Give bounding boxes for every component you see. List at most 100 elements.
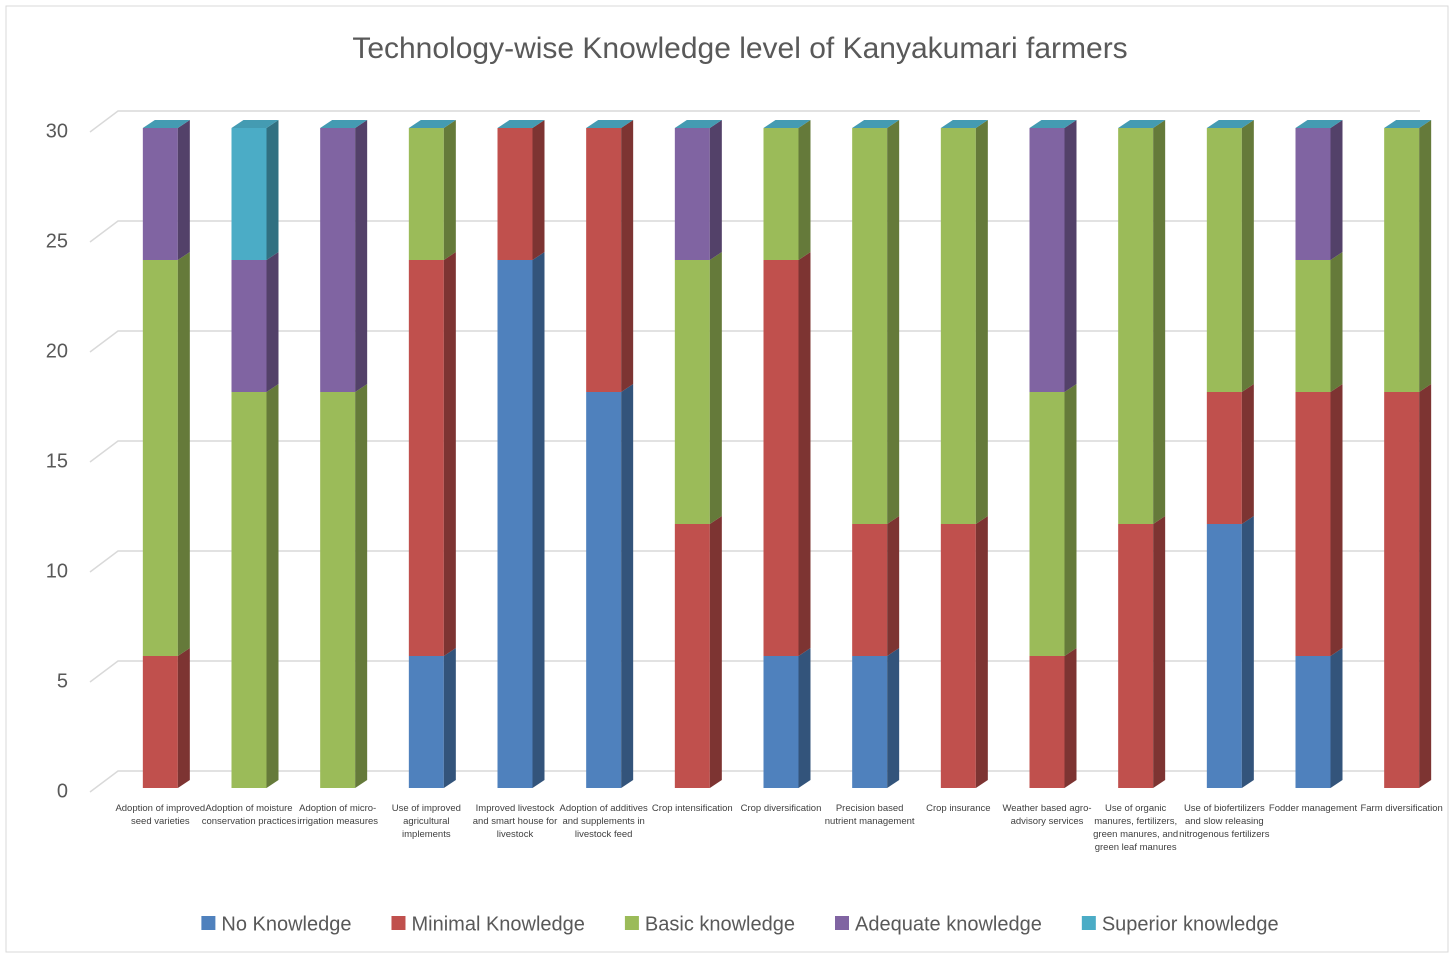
bar-segment-side [1330,648,1343,788]
bar-segment [231,128,267,260]
bar-segment [852,524,888,656]
bar-segment [1384,128,1420,392]
bar-segment [142,656,178,788]
bar-segment-side [798,252,811,656]
bar-segment [852,656,888,788]
bar-segment-side [1419,384,1432,788]
bar-segment-side [177,120,190,260]
bar-segment [674,128,710,260]
bar-segment-side [355,120,368,392]
bar-top [763,120,811,128]
x-tick-label: Adoption of additives and supplements in… [559,803,648,840]
y-tick-label: 10 [46,560,68,582]
bar-segment [586,128,622,392]
legend-label: Basic knowledge [645,913,795,935]
bar-segment-side [1064,648,1077,788]
bar-segment-side [798,120,811,260]
bar-segment-side [177,252,190,656]
bar-segment-side [1330,252,1343,392]
bar-top [1029,120,1077,128]
bar-segment [320,128,356,392]
bar-segment [408,128,444,260]
bar-segment [142,260,178,656]
x-tick-label: Weather based agro-advisory services [1002,803,1092,827]
legend-swatch [201,916,216,930]
bar-segment [586,392,622,788]
legend: No Knowledge Minimal Knowledge Basic knowl… [201,913,1279,935]
x-tick-label: Use of biofertilizers and slow releasing… [1179,803,1270,840]
bar-segment [674,524,710,788]
bar-segment-side [1241,516,1254,788]
bar-segment [231,392,267,788]
bar-segment-side [443,120,456,260]
bar-segment-side [1241,120,1254,392]
bar-segment [142,128,178,260]
bar-segment-side [621,384,634,788]
bar-segment [1118,128,1154,524]
y-tick-label: 15 [46,450,68,472]
bar-segment-side [887,120,900,524]
bar-top [408,120,456,128]
bar-segment [1029,656,1065,788]
bar-top [320,120,368,128]
bar-segment [497,260,533,788]
legend-swatch [835,916,849,930]
bar-segment [320,392,356,788]
bar-top [852,120,900,128]
bar-segment [408,656,444,788]
legend-swatch [1081,916,1096,930]
legend-label: Superior knowledge [1102,913,1279,935]
bar-segment [763,128,799,260]
bar-segment-side [532,252,545,788]
bar-segment-side [1153,516,1166,788]
bar-segment [497,128,533,260]
bar-segment [1118,524,1154,788]
bar-segment-side [975,120,988,524]
legend-swatch [624,916,639,930]
x-tick-label: Adoption of moisture conservation practi… [201,803,297,827]
bar-top [1295,120,1343,128]
bar-segment-side [266,120,279,260]
x-tick-label: Use of organic manures, fertilizers, gre… [1093,803,1179,853]
bar-segment [1029,128,1065,392]
bar-segment [1206,128,1242,392]
bar-segment-side [887,648,900,788]
bar-segment-side [709,516,722,788]
bar-segment-side [887,516,900,656]
bar-top [1206,120,1254,128]
bar-segment [674,260,710,524]
bar-segment [763,656,799,788]
bar-segment-side [177,648,190,788]
bar-segment [1029,392,1065,656]
bar-segment [1384,392,1420,788]
bar-top [1384,120,1432,128]
bar-segment [852,128,888,524]
bar-segment-side [266,252,279,392]
bar-segment-side [1419,120,1432,392]
legend-swatch [391,916,406,930]
bar-segment-side [266,384,279,788]
x-tick-label: Precision based nutrient management [824,803,915,827]
x-tick-label: Farm diversification [1360,803,1443,814]
bar-segment-side [1064,120,1077,392]
bar-top [586,120,634,128]
bar-top [231,120,279,128]
bar-segment [1206,392,1242,524]
legend-label: Adequate knowledge [855,913,1042,935]
x-tick-label: Adoption of improved seed varieties [115,803,206,827]
bar-segment-side [355,384,368,788]
bar-segment-side [709,252,722,524]
y-tick-label: 25 [46,230,68,252]
bar-segment-side [1064,384,1077,656]
bar-segment [1295,128,1331,260]
bar-segment [231,260,267,392]
bar-segment-side [1153,120,1166,524]
y-tick-label: 30 [46,120,68,142]
x-tick-label: Crop diversification [740,803,822,814]
bar-segment [1295,656,1331,788]
x-tick-label: Fodder management [1268,803,1358,814]
bar-segment-side [1330,384,1343,656]
chart-title: Technology-wise Knowledge level of Kanya… [352,32,1127,65]
bar-segment [1206,524,1242,788]
